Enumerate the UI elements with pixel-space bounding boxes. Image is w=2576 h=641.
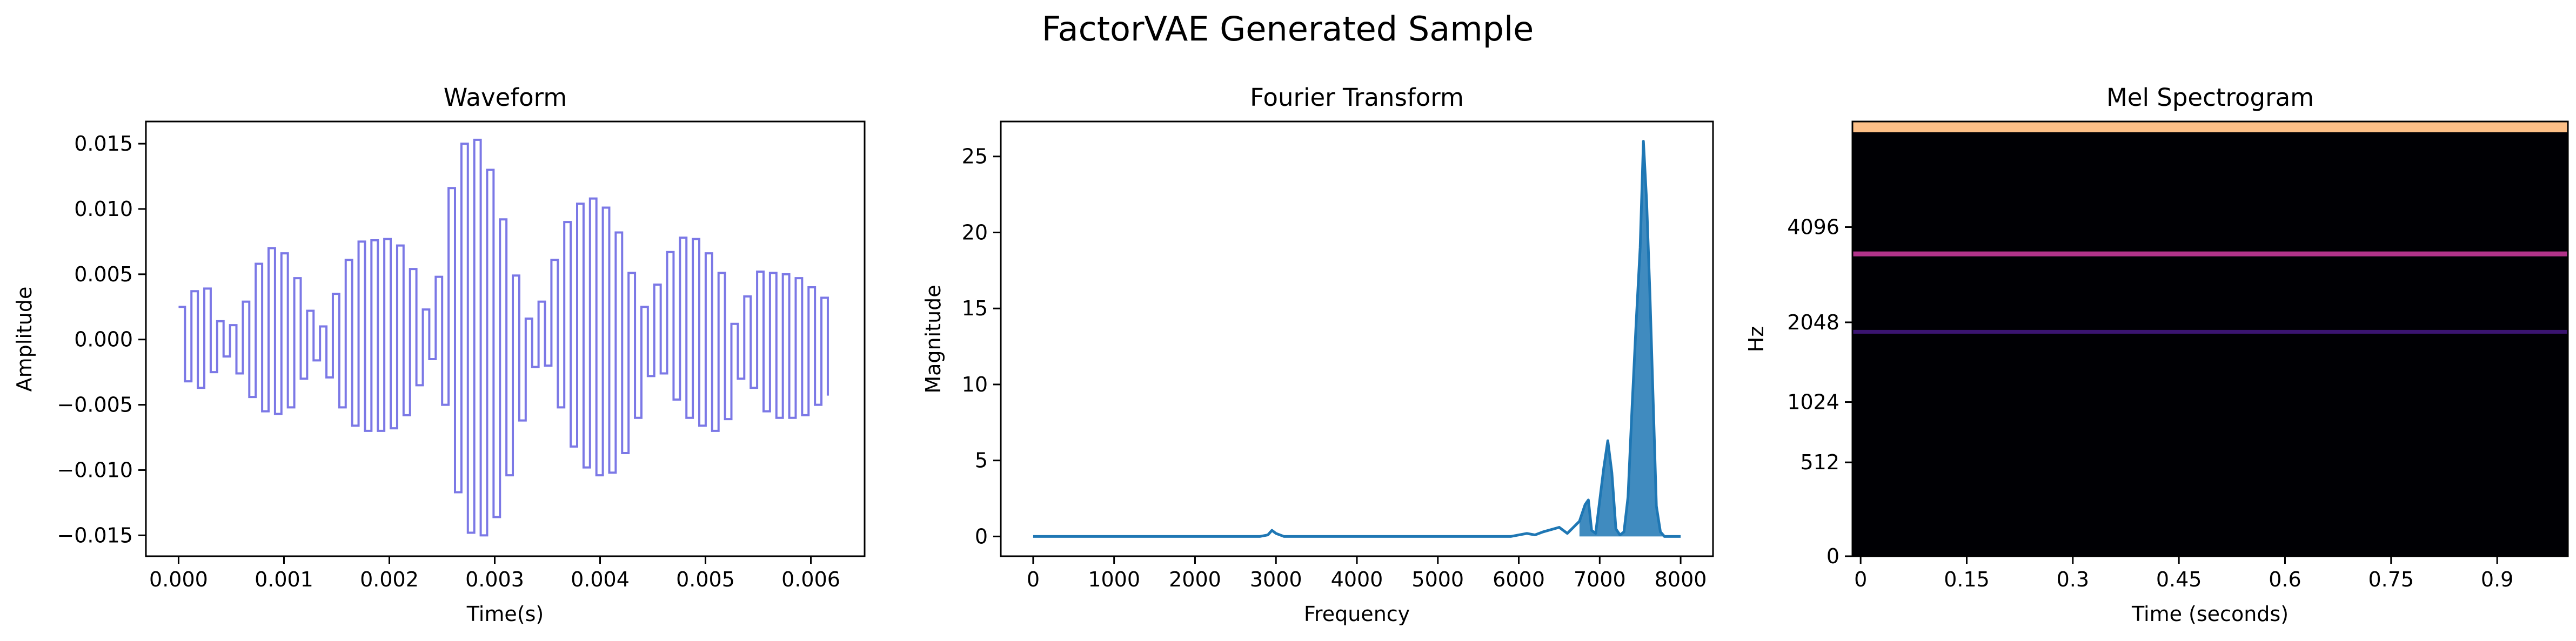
- mel-y-tick-label: 0: [1826, 544, 1839, 568]
- waveform-y-tick-label: 0.010: [74, 197, 133, 221]
- waveform-y-tick-label: −0.015: [57, 523, 133, 547]
- mel-y-tick-label: 512: [1800, 450, 1839, 474]
- fourier-x-tick-label: 0: [1027, 568, 1040, 591]
- fourier-plot-area: 0 1000 2000 3000 4000 5000 6000 7000 8000 0 5 10 15 2…: [962, 120, 1714, 591]
- waveform-x-tick-label: 0.000: [149, 568, 208, 591]
- waveform-y-tick-label: −0.005: [57, 393, 133, 417]
- mel-axes-frame: [1851, 120, 2569, 557]
- mel-y-tick-label: 4096: [1787, 215, 1839, 239]
- fourier-peak-fill: [1579, 141, 1681, 537]
- mel-background: [1852, 122, 2568, 556]
- fourier-y-tick-label: 25: [962, 145, 988, 168]
- mel-y-tick-label: 1024: [1787, 390, 1839, 414]
- mel-x-tick-label: 0.9: [2481, 568, 2513, 591]
- waveform-line: [178, 138, 829, 537]
- mel-ylabel: Hz: [1744, 326, 1768, 353]
- fourier-ylabel: Magnitude: [921, 285, 945, 393]
- fourier-title: Fourier Transform: [1250, 83, 1464, 112]
- waveform-xlabel: Time(s): [466, 602, 544, 626]
- mel-title: Mel Spectrogram: [2106, 83, 2314, 112]
- fourier-x-tick-label: 8000: [1655, 568, 1707, 591]
- waveform-plot-area: 0.000 0.001 0.002 0.003 0.004 0.005 0.006 0.015…: [57, 120, 866, 591]
- waveform-x-tick-label: 0.006: [781, 568, 840, 591]
- waveform-ylabel: Amplitude: [12, 287, 36, 392]
- waveform-x-tick-label: 0.003: [465, 568, 524, 591]
- fourier-x-tick-label: 5000: [1411, 568, 1464, 591]
- mel-x-tick-label: 0.45: [2156, 568, 2202, 591]
- mel-xlabel: Time (seconds): [2131, 602, 2289, 626]
- waveform-subplot: Waveform Time(s) Amplitude 0.000 0.001 0.0…: [12, 83, 866, 626]
- fourier-xlabel: Frequency: [1304, 602, 1410, 626]
- waveform-y-tick-label: 0.015: [74, 132, 133, 156]
- waveform-y-tick-label: 0.005: [74, 262, 133, 286]
- mel-plot-area: 0 0.15 0.3 0.45 0.6 0.75 0.9 0 512 1024 2048 4096: [1787, 120, 2569, 591]
- fourier-y-tick-label: 10: [962, 373, 988, 396]
- figure-title: FactorVAE Generated Sample: [1042, 9, 1534, 49]
- mel-x-tick-label: 0.15: [1944, 568, 1990, 591]
- waveform-x-tick-label: 0.005: [676, 568, 735, 591]
- waveform-title: Waveform: [444, 83, 567, 112]
- mel-y-tick-label: 2048: [1787, 311, 1839, 334]
- fourier-line: [1033, 140, 1681, 538]
- fourier-x-tick-label: 2000: [1169, 568, 1221, 591]
- waveform-y-tick-label: 0.000: [74, 328, 133, 352]
- mel-subplot: Mel Spectrogram Time (seconds) Hz 0 0.15 0…: [1744, 83, 2569, 626]
- mel-x-tick-label: 0.6: [2269, 568, 2301, 591]
- waveform-x-tick-label: 0.002: [360, 568, 419, 591]
- fourier-x-tick-label: 6000: [1493, 568, 1545, 591]
- mel-x-tick-label: 0: [1854, 568, 1867, 591]
- mel-band: [1852, 329, 2568, 334]
- mel-x-tick-label: 0.75: [2368, 568, 2414, 591]
- mel-band: [1852, 122, 2568, 132]
- waveform-y-tick-label: −0.010: [57, 458, 133, 482]
- fourier-y-tick-label: 0: [975, 524, 988, 548]
- fourier-x-tick-label: 4000: [1331, 568, 1383, 591]
- waveform-x-tick-label: 0.001: [255, 568, 313, 591]
- fourier-x-tick-label: 3000: [1250, 568, 1302, 591]
- fourier-x-tick-label: 7000: [1574, 568, 1626, 591]
- fourier-x-tick-label: 1000: [1088, 568, 1140, 591]
- fourier-y-tick-label: 5: [975, 449, 988, 473]
- fourier-subplot: Fourier Transform Frequency Magnitude 0 1…: [921, 83, 1714, 626]
- waveform-x-tick-label: 0.004: [571, 568, 630, 591]
- fourier-y-tick-label: 15: [962, 296, 988, 320]
- fourier-y-tick-label: 20: [962, 220, 988, 244]
- mel-x-tick-label: 0.3: [2057, 568, 2089, 591]
- mel-band: [1852, 251, 2568, 257]
